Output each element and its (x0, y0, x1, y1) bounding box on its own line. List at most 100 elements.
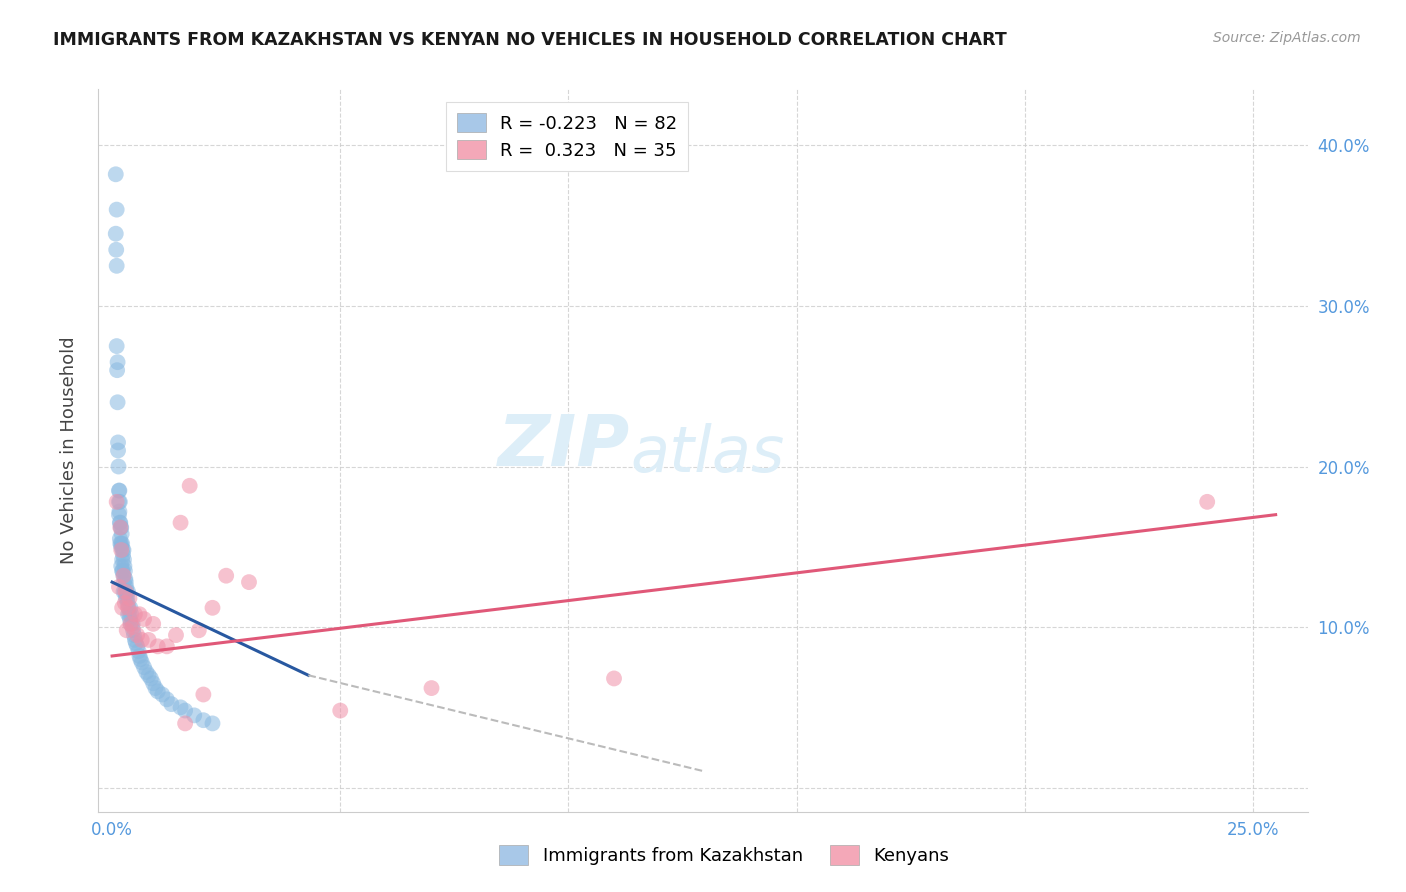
Point (165, 628, 187, 642)
Point (105, 243, 128, 257)
Point (138, 668, 160, 682)
Point (142, 616, 165, 631)
Point (108, 495, 131, 509)
Point (105, 363, 128, 377)
Point (118, 591, 141, 606)
Point (174, 716, 197, 731)
Point (128, 607, 150, 622)
Point (329, 704, 352, 718)
Point (108, 483, 131, 498)
Point (122, 624, 145, 638)
Point (115, 580, 138, 594)
Point (150, 688, 173, 702)
Point (108, 483, 131, 498)
Point (104, 227, 127, 241)
Point (110, 520, 132, 534)
Point (112, 548, 135, 562)
Point (135, 665, 157, 679)
Point (145, 681, 167, 695)
Point (118, 607, 141, 622)
Point (110, 516, 132, 530)
Point (187, 624, 209, 638)
Point (131, 632, 153, 647)
Point (115, 591, 138, 606)
Point (132, 612, 155, 626)
Point (127, 628, 149, 642)
Point (193, 688, 215, 702)
Point (114, 564, 136, 578)
Point (122, 628, 145, 642)
Point (125, 636, 148, 650)
Point (108, 508, 131, 522)
Point (156, 640, 179, 654)
Point (108, 504, 131, 518)
Point (179, 479, 201, 493)
Point (105, 495, 128, 509)
Point (114, 584, 136, 599)
Point (105, 339, 128, 353)
Point (117, 600, 139, 615)
Point (121, 616, 143, 631)
Point (112, 568, 135, 582)
Point (117, 584, 139, 599)
Point (238, 575, 260, 590)
Point (114, 596, 136, 610)
Point (117, 596, 139, 610)
Point (105, 259, 128, 273)
Point (215, 568, 238, 582)
Point (120, 616, 142, 631)
Point (111, 543, 134, 558)
Point (108, 580, 131, 594)
Point (105, 202, 128, 217)
Point (112, 584, 135, 599)
Point (110, 540, 132, 554)
Point (114, 591, 136, 606)
Point (115, 624, 138, 638)
Point (142, 676, 165, 690)
Point (193, 713, 215, 727)
Point (603, 672, 626, 686)
Point (111, 527, 134, 541)
Point (138, 632, 160, 647)
Point (156, 692, 179, 706)
Point (111, 564, 134, 578)
Point (110, 543, 132, 558)
Point (146, 640, 169, 654)
Point (139, 672, 162, 686)
Point (107, 443, 129, 458)
Legend: Immigrants from Kazakhstan, Kenyans: Immigrants from Kazakhstan, Kenyans (492, 838, 956, 872)
Point (420, 681, 443, 695)
Text: atlas: atlas (630, 423, 785, 485)
Y-axis label: No Vehicles in Household: No Vehicles in Household (59, 336, 77, 565)
Point (118, 612, 141, 626)
Point (112, 559, 135, 574)
Point (110, 536, 132, 550)
Point (107, 459, 129, 474)
Point (129, 652, 152, 666)
Point (114, 584, 136, 599)
Point (111, 552, 134, 566)
Point (146, 684, 169, 698)
Point (127, 640, 149, 654)
Point (120, 607, 142, 622)
Point (131, 656, 153, 670)
Point (110, 520, 132, 534)
Point (117, 607, 139, 622)
Point (115, 584, 138, 599)
Point (112, 568, 135, 582)
Point (111, 600, 134, 615)
Point (174, 704, 197, 718)
Point (114, 572, 136, 586)
Point (124, 632, 146, 647)
Point (114, 575, 136, 590)
Point (111, 564, 134, 578)
Point (201, 600, 224, 615)
Point (108, 516, 131, 530)
Point (117, 600, 139, 615)
Point (128, 648, 150, 663)
Point (112, 552, 135, 566)
Point (111, 536, 134, 550)
Point (107, 435, 129, 450)
Text: ZIP: ZIP (498, 412, 630, 482)
Point (120, 616, 142, 631)
